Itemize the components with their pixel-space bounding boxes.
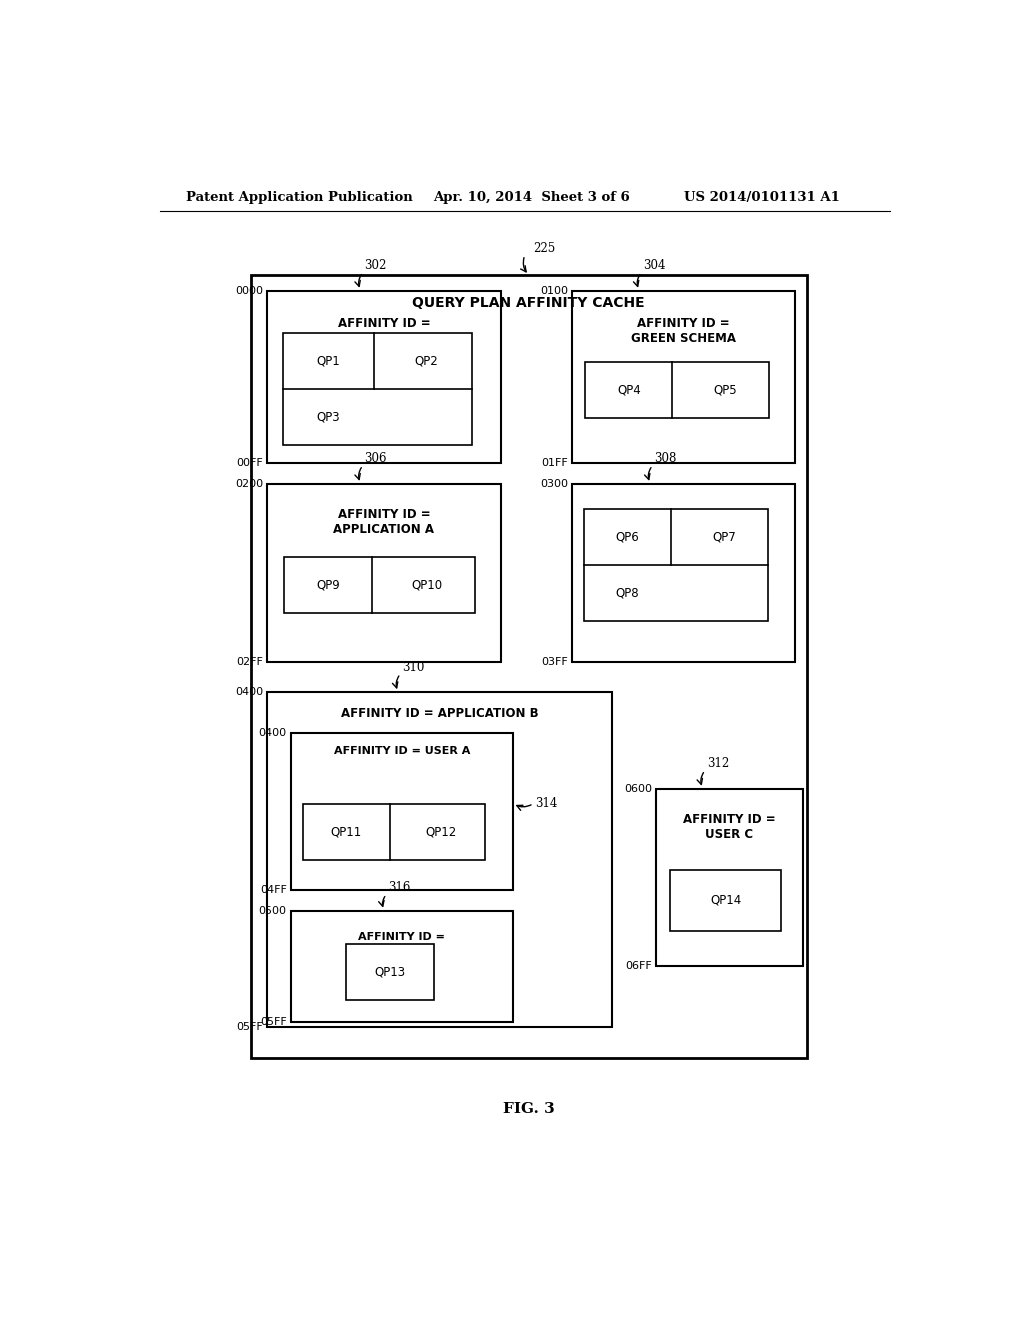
Text: 302: 302 xyxy=(365,259,387,272)
Text: 225: 225 xyxy=(532,242,555,255)
Text: QP5: QP5 xyxy=(714,383,737,396)
Bar xyxy=(291,911,513,1022)
Bar xyxy=(572,290,795,463)
Text: 05FF: 05FF xyxy=(260,1018,287,1027)
Bar xyxy=(291,733,513,890)
Bar xyxy=(655,788,803,966)
Text: 314: 314 xyxy=(536,797,557,810)
Text: QP12: QP12 xyxy=(426,825,457,838)
Bar xyxy=(585,362,769,417)
Bar xyxy=(572,483,795,661)
Bar xyxy=(267,692,612,1027)
Bar xyxy=(670,870,781,931)
Text: 02FF: 02FF xyxy=(237,656,263,667)
Text: AFFINITY ID = APPLICATION B: AFFINITY ID = APPLICATION B xyxy=(341,708,539,721)
Text: AFFINITY ID =
APPLICATION A: AFFINITY ID = APPLICATION A xyxy=(334,508,434,536)
Text: QUERY PLAN AFFINITY CACHE: QUERY PLAN AFFINITY CACHE xyxy=(413,296,645,310)
Text: QP14: QP14 xyxy=(710,894,741,907)
Text: 0300: 0300 xyxy=(541,479,568,488)
Text: 0400: 0400 xyxy=(259,727,287,738)
Bar xyxy=(267,290,501,463)
Text: QP10: QP10 xyxy=(412,578,442,591)
Text: 03FF: 03FF xyxy=(542,656,568,667)
Text: 0400: 0400 xyxy=(234,686,263,697)
Text: AFFINITY ID =
USER C: AFFINITY ID = USER C xyxy=(683,813,775,841)
Text: 304: 304 xyxy=(643,259,666,272)
Bar xyxy=(584,510,768,620)
Text: AFFINITY ID =
RED SCHEMA: AFFINITY ID = RED SCHEMA xyxy=(637,508,730,536)
Bar xyxy=(303,804,485,859)
Bar xyxy=(251,276,807,1057)
Text: QP8: QP8 xyxy=(615,586,639,599)
Text: 316: 316 xyxy=(388,882,411,894)
Text: QP2: QP2 xyxy=(414,355,438,368)
Bar xyxy=(346,944,433,1001)
Text: QP1: QP1 xyxy=(316,355,340,368)
Text: Apr. 10, 2014  Sheet 3 of 6: Apr. 10, 2014 Sheet 3 of 6 xyxy=(433,190,631,203)
Bar xyxy=(285,557,475,612)
Text: 310: 310 xyxy=(402,661,424,673)
Text: QP11: QP11 xyxy=(331,825,361,838)
Text: 0000: 0000 xyxy=(234,285,263,296)
Text: 0600: 0600 xyxy=(624,784,652,793)
Text: AFFINITY ID =
YELLOW SCHEMA: AFFINITY ID = YELLOW SCHEMA xyxy=(327,317,441,346)
Text: 0500: 0500 xyxy=(259,906,287,916)
Text: 312: 312 xyxy=(707,758,729,771)
Text: QP13: QP13 xyxy=(375,965,406,978)
Text: 06FF: 06FF xyxy=(625,961,652,972)
Text: AFFINITY ID =
USER B: AFFINITY ID = USER B xyxy=(358,932,445,954)
Text: QP4: QP4 xyxy=(616,383,641,396)
Text: 04FF: 04FF xyxy=(260,886,287,895)
Text: 0100: 0100 xyxy=(541,285,568,296)
Text: AFFINITY ID = USER A: AFFINITY ID = USER A xyxy=(334,746,470,756)
Text: QP9: QP9 xyxy=(316,578,340,591)
Text: 05FF: 05FF xyxy=(237,1023,263,1032)
Text: 01FF: 01FF xyxy=(542,458,568,469)
Text: AFFINITY ID =
GREEN SCHEMA: AFFINITY ID = GREEN SCHEMA xyxy=(631,317,736,346)
Text: 00FF: 00FF xyxy=(237,458,263,469)
Text: 308: 308 xyxy=(654,453,677,466)
Text: US 2014/0101131 A1: US 2014/0101131 A1 xyxy=(684,190,840,203)
Text: 0200: 0200 xyxy=(234,479,263,488)
Text: Patent Application Publication: Patent Application Publication xyxy=(186,190,413,203)
Text: QP3: QP3 xyxy=(316,411,340,424)
Bar xyxy=(267,483,501,661)
Text: QP7: QP7 xyxy=(712,531,736,544)
Text: QP6: QP6 xyxy=(615,531,639,544)
Text: FIG. 3: FIG. 3 xyxy=(503,1102,555,1115)
Text: 306: 306 xyxy=(365,453,387,466)
Bar xyxy=(283,333,472,445)
